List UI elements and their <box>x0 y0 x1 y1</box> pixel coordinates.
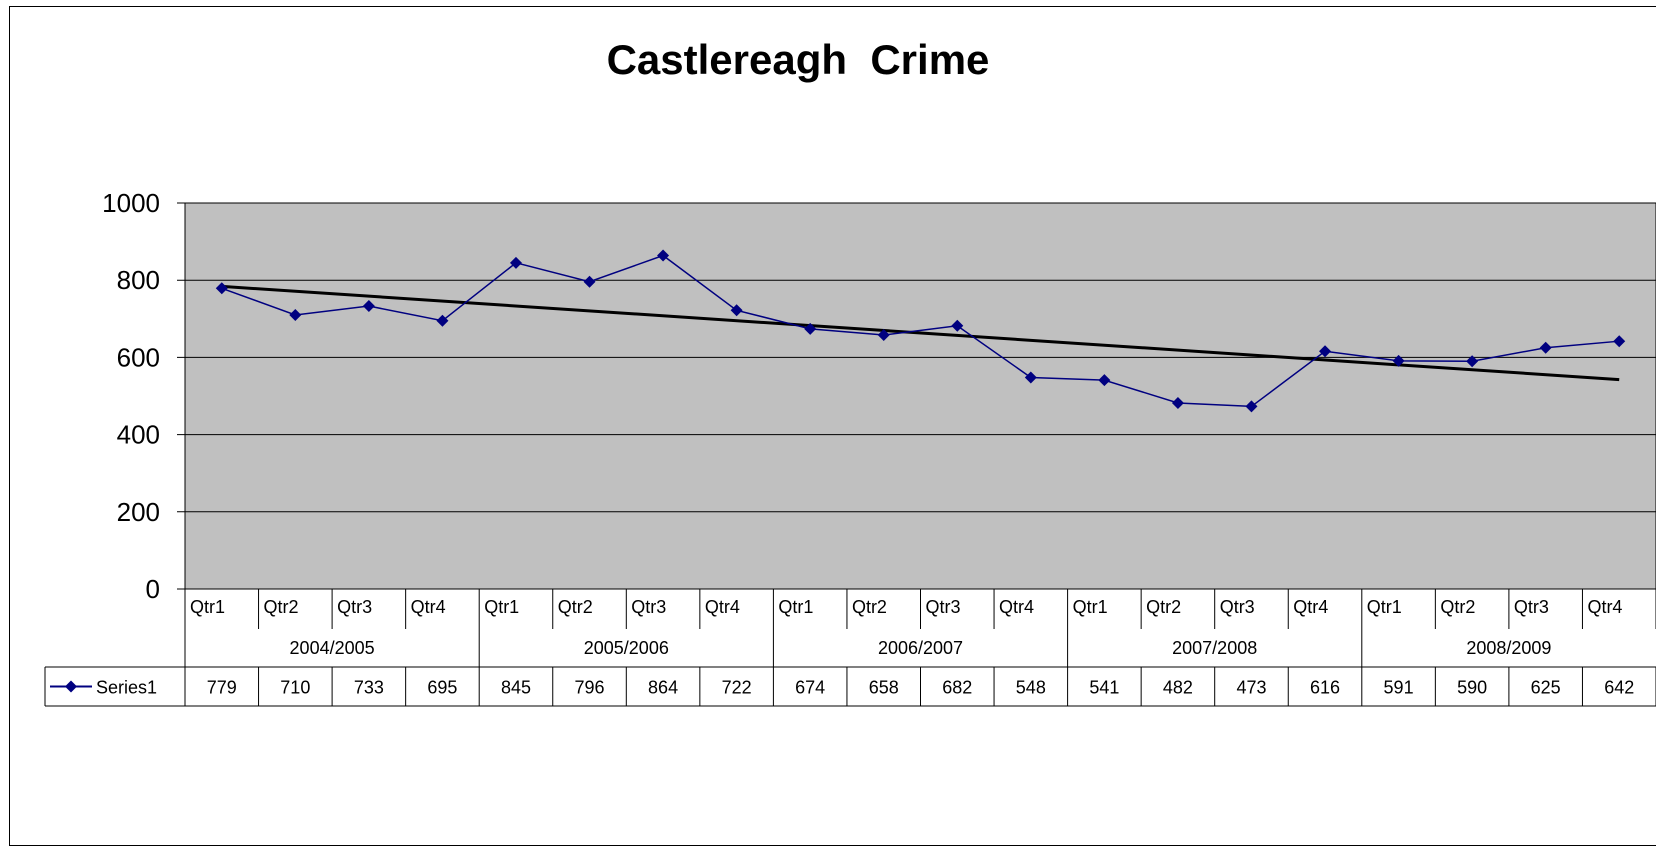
year-label: 2006/2007 <box>878 638 963 658</box>
table-value: 695 <box>427 678 457 698</box>
y-tick-label: 800 <box>117 265 160 295</box>
data-point <box>436 314 449 327</box>
data-point <box>583 275 596 288</box>
quarter-label: Qtr1 <box>484 597 519 617</box>
table-value: 482 <box>1163 678 1193 698</box>
table-value: 864 <box>648 678 678 698</box>
data-point <box>509 256 522 269</box>
y-tick-label: 200 <box>117 497 160 527</box>
table-value: 845 <box>501 678 531 698</box>
data-point <box>1171 396 1184 409</box>
y-tick-label: 1000 <box>102 188 160 218</box>
table-value: 642 <box>1604 678 1634 698</box>
table-value: 779 <box>207 678 237 698</box>
quarter-label: Qtr1 <box>778 597 813 617</box>
table-value: 682 <box>942 678 972 698</box>
y-tick-label: 600 <box>117 342 160 372</box>
data-point <box>657 249 670 262</box>
data-point <box>804 322 817 335</box>
year-label: 2008/2009 <box>1466 638 1551 658</box>
trendline <box>221 284 1620 382</box>
table-value: 548 <box>1016 678 1046 698</box>
table-value: 674 <box>795 678 825 698</box>
year-label: 2005/2006 <box>584 638 669 658</box>
quarter-label: Qtr2 <box>264 597 299 617</box>
plot-area <box>184 202 1656 590</box>
series-line <box>221 254 1620 408</box>
quarter-label: Qtr4 <box>999 597 1034 617</box>
quarter-label: Qtr2 <box>852 597 887 617</box>
data-point <box>951 319 964 332</box>
quarter-label: Qtr4 <box>1293 597 1328 617</box>
legend-label: Series1 <box>96 678 157 698</box>
quarter-label: Qtr3 <box>337 597 372 617</box>
data-point <box>1539 341 1552 354</box>
data-point <box>362 300 375 313</box>
data-point <box>1466 355 1479 368</box>
table-value: 541 <box>1089 678 1119 698</box>
table-value: 733 <box>354 678 384 698</box>
quarter-label: Qtr3 <box>1514 597 1549 617</box>
quarter-label: Qtr4 <box>705 597 740 617</box>
data-point <box>1245 400 1258 413</box>
quarter-label: Qtr2 <box>1146 597 1181 617</box>
quarter-label: Qtr3 <box>631 597 666 617</box>
data-point <box>730 304 743 317</box>
quarter-label: Qtr4 <box>1587 597 1622 617</box>
data-point <box>1024 371 1037 384</box>
data-point <box>1613 335 1626 348</box>
table-value: 590 <box>1457 678 1487 698</box>
table-value: 722 <box>722 678 752 698</box>
data-point <box>1319 345 1332 358</box>
quarter-label: Qtr1 <box>1367 597 1402 617</box>
table-value: 591 <box>1384 678 1414 698</box>
data-point <box>289 308 302 321</box>
y-tick-label: 400 <box>117 420 160 450</box>
data-point <box>1098 374 1111 387</box>
data-point <box>877 329 890 342</box>
quarter-label: Qtr4 <box>411 597 446 617</box>
table-value: 625 <box>1531 678 1561 698</box>
quarter-label: Qtr2 <box>1440 597 1475 617</box>
table-value: 710 <box>280 678 310 698</box>
legend-marker <box>65 680 77 693</box>
table-value: 616 <box>1310 678 1340 698</box>
chart-title: Castlereagh Crime <box>606 36 990 83</box>
quarter-label: Qtr3 <box>926 597 961 617</box>
year-label: 2004/2005 <box>290 638 375 658</box>
data-point <box>215 282 228 295</box>
quarter-label: Qtr1 <box>190 597 225 617</box>
quarter-label: Qtr3 <box>1220 597 1255 617</box>
quarter-label: Qtr1 <box>1073 597 1108 617</box>
table-value: 658 <box>869 678 899 698</box>
year-label: 2007/2008 <box>1172 638 1257 658</box>
table-value: 473 <box>1236 678 1266 698</box>
quarter-label: Qtr2 <box>558 597 593 617</box>
table-value: 796 <box>575 678 605 698</box>
data-point <box>1392 354 1405 367</box>
y-tick-label: 0 <box>146 574 160 604</box>
